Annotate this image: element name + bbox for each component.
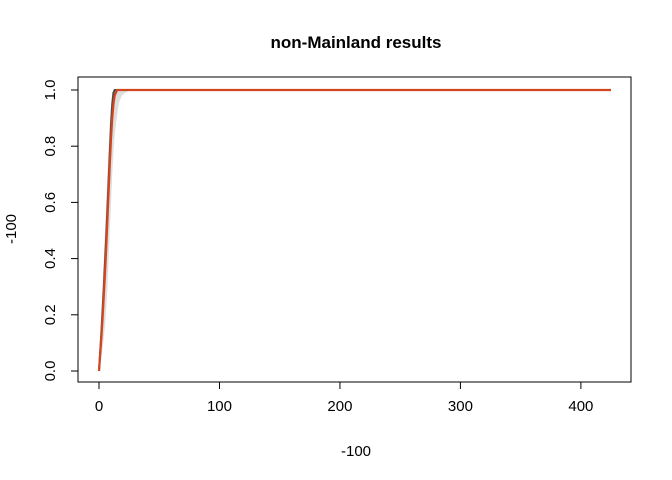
y-axis: 0.0 0.2 0.4 0.6 0.8 1.0 [42,80,79,382]
highlight-series-line [97,88,611,372]
x-tick-label: 400 [568,398,593,415]
y-tick-label: 0.0 [42,361,59,382]
y-tick-label: 0.6 [42,192,59,213]
y-tick-label: 0.2 [42,304,59,325]
dark-series-line [98,89,611,372]
plot-frame [77,76,632,383]
y-tick-label: 0.8 [42,136,59,157]
x-tick-label: 300 [448,398,473,415]
y-axis-label: -100 [3,214,20,244]
x-axis-label: -100 [341,443,371,460]
chart-title: non-Mainland results [271,33,442,52]
plot-area [97,88,611,372]
x-tick-label: 0 [95,398,103,415]
x-tick-label: 100 [207,398,232,415]
y-tick-label: 1.0 [42,80,59,101]
x-axis: 0 100 200 300 400 [95,381,593,415]
x-tick-label: 200 [327,398,352,415]
uncertainty-band [99,90,611,371]
y-tick-label: 0.4 [42,248,59,269]
